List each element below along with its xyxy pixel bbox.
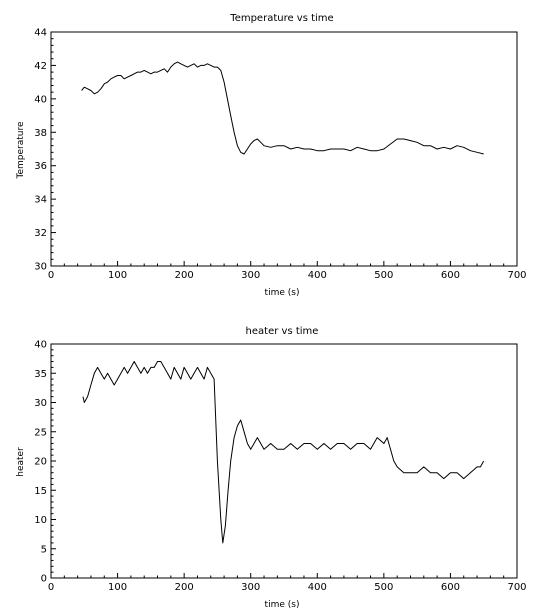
x-tick-label: 100 bbox=[108, 270, 127, 281]
y-tick-label: 5 bbox=[41, 544, 47, 555]
chart-title: heater vs time bbox=[246, 326, 319, 337]
y-axis-label: heater bbox=[16, 447, 26, 477]
y-tick-label: 40 bbox=[34, 340, 47, 351]
x-tick-label: 700 bbox=[507, 270, 526, 281]
y-tick-label: 36 bbox=[34, 161, 47, 172]
temperature-chart: Temperature vs time time (s) Temperature… bbox=[16, 13, 527, 298]
y-tick-label: 44 bbox=[34, 28, 47, 39]
x-axis-label: time (s) bbox=[265, 288, 300, 298]
x-tick-label: 0 bbox=[48, 270, 54, 281]
plot-frame bbox=[50, 343, 518, 579]
x-tick-label: 100 bbox=[108, 582, 127, 593]
y-tick-label: 10 bbox=[34, 515, 47, 526]
y-tick-label: 32 bbox=[34, 228, 47, 239]
series-line bbox=[81, 61, 484, 155]
chart-title: Temperature vs time bbox=[229, 13, 333, 24]
x-tick-label: 200 bbox=[175, 582, 194, 593]
axis-ticks: 0 100 200 300 400 500 600 700 30 32 34 36 38 40 42 44 bbox=[34, 28, 526, 282]
plot-frame bbox=[50, 31, 518, 267]
axis-ticks: 0 100 200 300 400 500 600 700 0 5 10 15 20 25 30 35 40 bbox=[34, 340, 526, 594]
y-tick-label: 0 bbox=[41, 574, 47, 585]
y-tick-label: 15 bbox=[34, 486, 47, 497]
series-line bbox=[82, 361, 485, 544]
x-tick-label: 400 bbox=[308, 582, 327, 593]
x-tick-label: 300 bbox=[241, 270, 260, 281]
series-group bbox=[81, 61, 484, 155]
x-tick-label: 500 bbox=[374, 582, 393, 593]
x-axis-label: time (s) bbox=[265, 600, 300, 610]
y-tick-label: 30 bbox=[34, 398, 47, 409]
series-group bbox=[82, 361, 485, 544]
x-tick-label: 0 bbox=[48, 582, 54, 593]
y-tick-label: 38 bbox=[34, 128, 47, 139]
x-tick-label: 700 bbox=[507, 582, 526, 593]
y-axis-label: Temperature bbox=[16, 121, 26, 179]
y-tick-label: 35 bbox=[34, 369, 47, 380]
heater-chart: heater vs time time (s) heater 0 100 200 30… bbox=[16, 326, 527, 610]
x-tick-label: 600 bbox=[441, 270, 460, 281]
x-tick-label: 300 bbox=[241, 582, 260, 593]
y-tick-label: 25 bbox=[34, 427, 47, 438]
y-tick-label: 30 bbox=[34, 262, 47, 273]
y-tick-label: 40 bbox=[34, 94, 47, 105]
x-tick-label: 500 bbox=[374, 270, 393, 281]
y-tick-label: 42 bbox=[34, 61, 47, 72]
y-tick-label: 20 bbox=[34, 457, 47, 468]
x-tick-label: 200 bbox=[175, 270, 194, 281]
y-tick-label: 34 bbox=[34, 195, 47, 206]
x-tick-label: 400 bbox=[308, 270, 327, 281]
x-tick-label: 600 bbox=[441, 582, 460, 593]
